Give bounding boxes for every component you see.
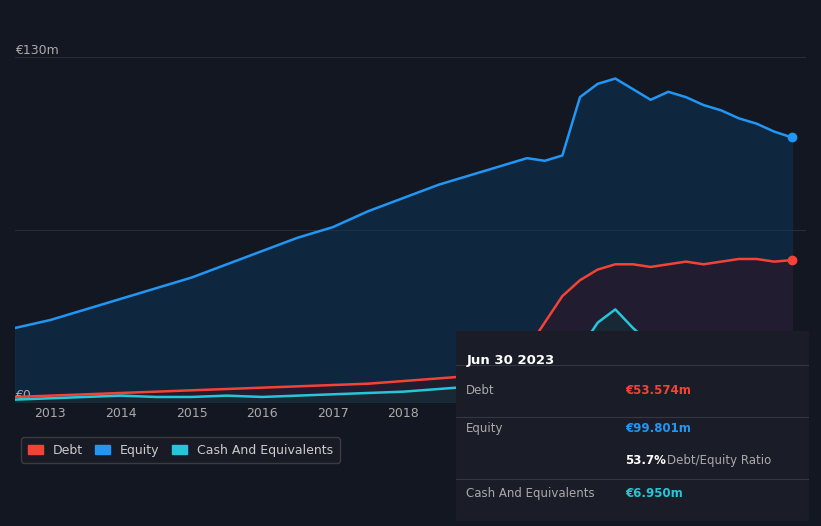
Text: Debt: Debt — [466, 385, 495, 398]
Text: €6.950m: €6.950m — [625, 487, 683, 500]
Text: Jun 30 2023: Jun 30 2023 — [466, 354, 554, 367]
Text: 53.7%: 53.7% — [625, 454, 666, 468]
Legend: Debt, Equity, Cash And Equivalents: Debt, Equity, Cash And Equivalents — [21, 438, 340, 463]
Text: €0: €0 — [15, 389, 31, 402]
Text: €53.574m: €53.574m — [625, 385, 691, 398]
Text: €130m: €130m — [15, 44, 59, 57]
Text: Cash And Equivalents: Cash And Equivalents — [466, 487, 595, 500]
Text: Equity: Equity — [466, 422, 504, 436]
Text: Debt/Equity Ratio: Debt/Equity Ratio — [667, 454, 772, 468]
Text: €99.801m: €99.801m — [625, 422, 691, 436]
